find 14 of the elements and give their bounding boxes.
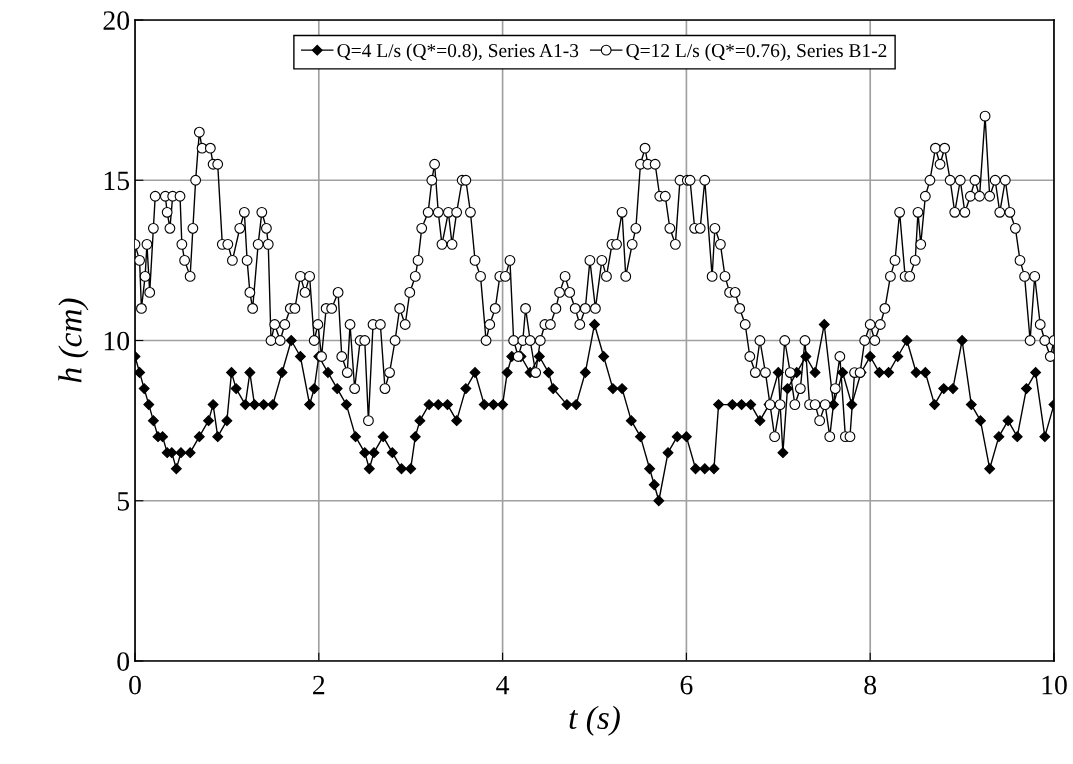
x-tick-label: 4 — [496, 675, 510, 695]
x-axis-title: t (s) — [569, 705, 620, 736]
legend-label: Q=4 L/s (Q*=0.8), Series A1-3 — [337, 43, 579, 62]
y-tick-label: 5 — [117, 492, 130, 511]
x-tick-label: 2 — [313, 675, 325, 695]
y-axis-title: h (cm) — [58, 298, 89, 383]
x-tick-label: 8 — [864, 675, 877, 695]
x-tick-label: 6 — [680, 675, 693, 695]
x-tick-label: 10 — [1042, 675, 1067, 695]
y-tick-label: 20 — [103, 11, 130, 30]
y-tick-label: 15 — [104, 171, 130, 191]
legend-label: Q=12 L/s (Q*=0.76), Series B1-2 — [626, 43, 887, 62]
y-tick-label: 10 — [104, 331, 130, 351]
y-tick-label: 0 — [117, 652, 130, 671]
